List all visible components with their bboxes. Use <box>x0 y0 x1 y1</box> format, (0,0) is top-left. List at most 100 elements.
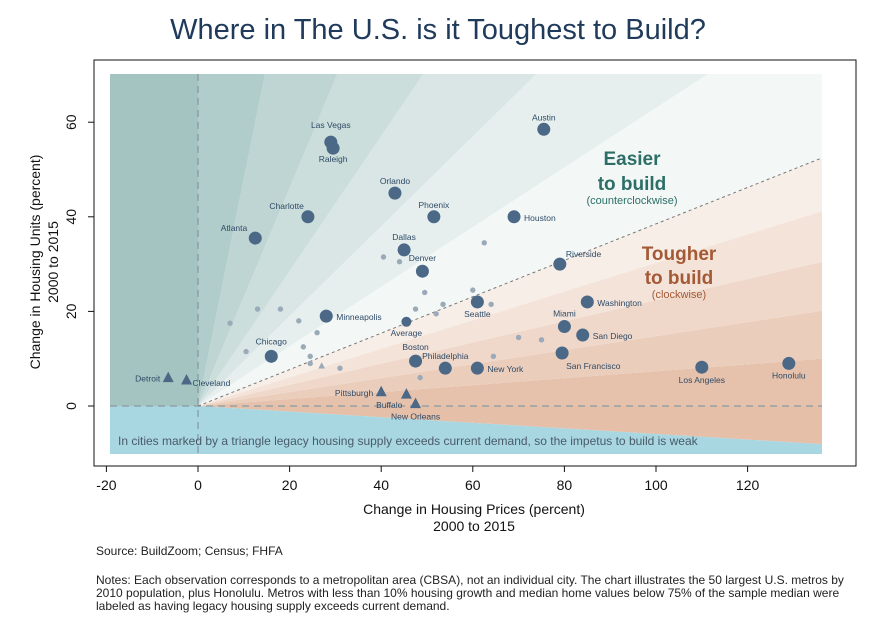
data-point <box>538 337 545 343</box>
y-tick-label: 40 <box>63 209 79 225</box>
data-point <box>576 328 590 342</box>
band-warm <box>198 211 822 406</box>
data-point <box>301 210 315 224</box>
data-point <box>396 259 403 265</box>
point-label: Seattle <box>464 309 491 319</box>
x-tick-label: 80 <box>557 477 573 493</box>
data-point <box>415 264 429 278</box>
data-point <box>307 353 313 360</box>
band-cool <box>198 74 338 406</box>
point-label: New Orleans <box>391 412 440 422</box>
data-point <box>553 257 567 271</box>
data-point <box>507 210 521 224</box>
data-point <box>314 329 320 336</box>
data-point-triangle <box>375 385 387 397</box>
x-tick-label: 0 <box>194 477 202 493</box>
footnotes: Notes: Each observation corresponds to a… <box>96 574 856 613</box>
annotation-tougher-line2: to build <box>645 268 714 289</box>
point-label: Buffalo <box>376 400 403 410</box>
annotation-easier-sub: (counterclockwise) <box>586 195 677 207</box>
x-tick-label: 100 <box>644 477 668 493</box>
data-point <box>380 254 387 260</box>
point-label: Las Vegas <box>311 120 351 130</box>
point-label: Orlando <box>380 176 411 186</box>
y-tick-label: 20 <box>63 303 79 319</box>
reference-lines <box>110 74 822 454</box>
annotation-legacy-note: In cities marked by a triangle legacy ho… <box>118 434 699 448</box>
point-labels: Las Vegas Raleigh Austin Orlando Phoenix Char… <box>135 112 806 421</box>
data-point <box>470 287 476 293</box>
annotation-tougher-line1: Tougher <box>642 244 717 265</box>
data-points <box>162 122 796 409</box>
data-point <box>243 348 249 355</box>
annotation-tougher-sub: (clockwise) <box>652 289 706 301</box>
data-point <box>782 356 796 370</box>
data-point <box>337 365 343 371</box>
x-axis-label-line1: Change in Housing Prices (percent) <box>363 501 585 517</box>
point-label: Phoenix <box>419 200 450 210</box>
point-label: Average <box>391 328 423 338</box>
data-point <box>422 289 428 296</box>
y-axis-label-line2: 2000 to 2015 <box>45 221 61 303</box>
data-point <box>488 301 494 308</box>
data-point <box>248 231 262 245</box>
point-label: Pittsburgh <box>335 388 374 398</box>
data-point <box>470 295 484 309</box>
plot-frame <box>93 59 857 467</box>
data-point <box>695 360 709 374</box>
band-cool <box>198 74 708 406</box>
chart-title: Where in The U.S. is it Toughest to Buil… <box>170 14 706 46</box>
point-label: Washington <box>597 298 642 308</box>
band-cool-left <box>110 74 198 406</box>
notes-text: Notes: Each observation corresponds to a… <box>96 573 844 613</box>
band-cool <box>198 74 822 406</box>
x-axis-label-line2: 2000 to 2015 <box>433 518 515 534</box>
data-point <box>409 354 423 368</box>
data-point <box>264 349 278 363</box>
data-point <box>307 360 313 367</box>
point-label: Los Angeles <box>679 375 725 385</box>
y-axis-label-line1: Change in Housing Units (percent) <box>27 155 43 370</box>
point-label: Honolulu <box>772 370 806 380</box>
data-point <box>440 301 446 308</box>
point-label: Raleigh <box>319 154 348 164</box>
data-point-triangle <box>181 373 193 385</box>
data-point <box>254 306 261 312</box>
data-point <box>515 334 522 341</box>
x-tick-label: -20 <box>96 477 116 493</box>
point-label: Miami <box>553 309 576 319</box>
x-tick-label: 40 <box>373 477 389 493</box>
band-warm <box>198 358 822 406</box>
data-point <box>296 318 302 324</box>
annotation-easier-line2: to build <box>598 174 667 195</box>
band-cool <box>198 74 537 406</box>
data-point <box>326 141 340 155</box>
data-point <box>470 361 484 375</box>
point-label: New York <box>487 364 524 374</box>
data-point-triangle <box>410 397 422 409</box>
x-tick-label: 20 <box>282 477 298 493</box>
data-point <box>557 320 571 334</box>
point-label: Atlanta <box>221 223 248 233</box>
data-point <box>388 186 402 200</box>
data-point <box>537 122 551 136</box>
point-label: Chicago <box>256 336 287 346</box>
ref-line-diagonal <box>197 157 822 407</box>
data-point <box>277 306 284 312</box>
point-label: Dallas <box>392 232 416 242</box>
data-point <box>300 344 307 350</box>
background-bands <box>110 74 822 454</box>
point-label: Minneapolis <box>336 312 381 322</box>
point-label: Boston <box>402 342 429 352</box>
point-label: Charlotte <box>269 201 304 211</box>
data-point <box>417 374 423 381</box>
point-label: Detroit <box>135 374 161 384</box>
point-label: San Francisco <box>566 361 621 371</box>
x-tick-label: 60 <box>465 477 481 493</box>
y-tick-label: 60 <box>63 114 79 130</box>
data-point <box>490 353 497 360</box>
data-point-triangle <box>318 362 325 369</box>
band-warm <box>198 157 822 406</box>
x-tick-label: 120 <box>736 477 760 493</box>
point-label: Houston <box>524 213 556 223</box>
